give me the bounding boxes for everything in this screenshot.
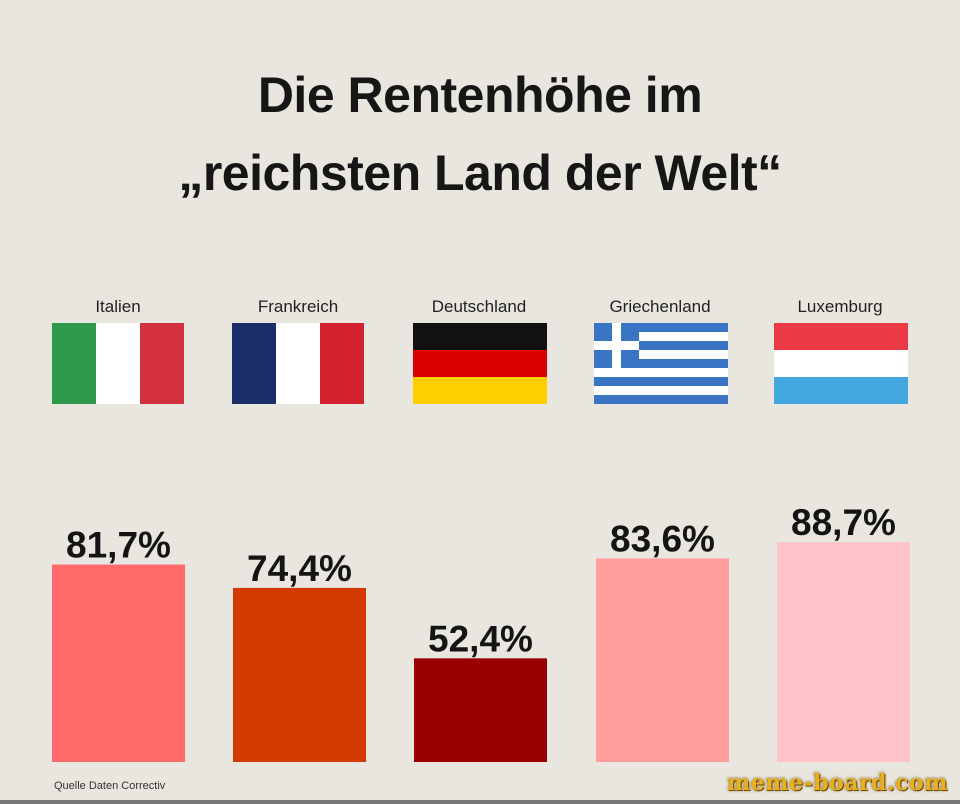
bottom-border [0, 800, 960, 804]
source-note: Quelle Daten Correctiv [54, 780, 166, 792]
label-frankreich: Frankreich [257, 297, 339, 316]
watermark: meme-board.com [727, 770, 948, 796]
bar-italien [52, 564, 185, 762]
greece-flag-icon [594, 323, 728, 404]
label-griechenland: Griechenland [609, 297, 711, 316]
label-deutschland: Deutschland [431, 297, 527, 316]
bar-griechenland [596, 558, 729, 762]
value-label-griechenland: 83,6% [610, 518, 715, 559]
bar-luxemburg [777, 542, 910, 762]
italy-flag-icon [52, 323, 184, 404]
value-label-frankreich: 74,4% [247, 548, 352, 589]
germany-flag-icon [413, 323, 547, 404]
value-label-italien: 81,7% [66, 525, 171, 566]
title-line-2: „reichsten Land der Welt“ [178, 145, 782, 201]
value-label-deutschland: 52,4% [428, 618, 533, 659]
luxembourg-flag-icon [774, 323, 908, 404]
label-italien: Italien [95, 297, 141, 316]
label-luxemburg: Luxemburg [797, 297, 883, 316]
france-flag-icon [232, 323, 364, 404]
value-label-luxemburg: 88,7% [791, 502, 896, 543]
title-line-1: Die Rentenhöhe im [257, 67, 703, 123]
bar-deutschland [414, 658, 547, 762]
bar-frankreich [233, 587, 366, 762]
